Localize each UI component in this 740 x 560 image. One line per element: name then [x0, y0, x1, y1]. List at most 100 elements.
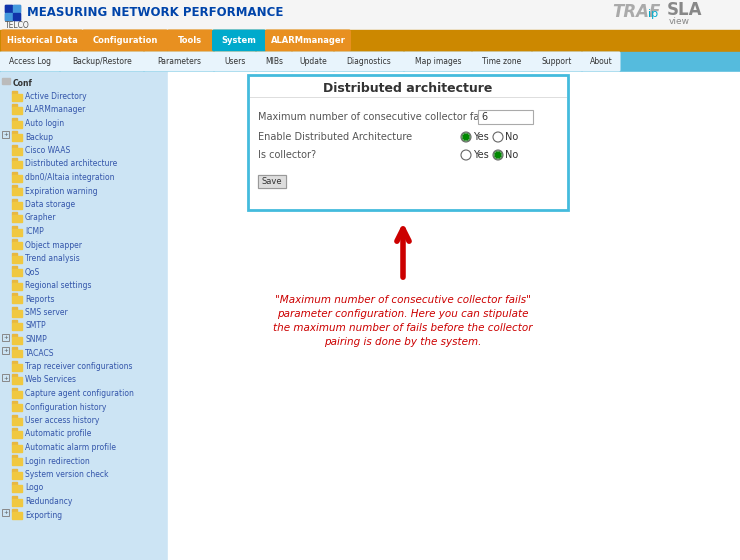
Text: User access history: User access history: [25, 416, 99, 425]
Bar: [12, 253, 17, 255]
Bar: [12, 441, 17, 445]
Bar: [248, 75, 568, 210]
Text: Capture agent configuration: Capture agent configuration: [25, 389, 134, 398]
Bar: [478, 110, 533, 124]
Text: Trend analysis: Trend analysis: [25, 254, 80, 263]
FancyBboxPatch shape: [334, 52, 405, 72]
FancyBboxPatch shape: [255, 52, 292, 72]
Bar: [12, 185, 17, 188]
Bar: [12, 131, 17, 134]
Text: Backup: Backup: [25, 133, 53, 142]
Bar: [168, 72, 740, 560]
Bar: [12, 418, 22, 424]
Text: Yes: Yes: [473, 132, 488, 142]
Text: Login redirection: Login redirection: [25, 456, 90, 465]
Bar: [12, 282, 22, 290]
Text: TACACS: TACACS: [25, 348, 55, 357]
Bar: [12, 279, 17, 282]
Bar: [12, 134, 22, 141]
Text: +: +: [3, 335, 8, 340]
Bar: [5, 5, 12, 12]
Bar: [12, 469, 17, 472]
Text: dbn0/Altaia integration: dbn0/Altaia integration: [25, 173, 115, 182]
Bar: [12, 512, 22, 519]
FancyBboxPatch shape: [144, 52, 215, 72]
Bar: [2, 374, 9, 381]
FancyBboxPatch shape: [582, 52, 621, 72]
FancyBboxPatch shape: [1, 30, 83, 52]
Bar: [12, 147, 22, 155]
Bar: [12, 104, 17, 107]
Text: Tools: Tools: [178, 36, 202, 45]
Text: Expiration warning: Expiration warning: [25, 186, 98, 195]
Text: Maximum number of consecutive collector fails: Maximum number of consecutive collector …: [258, 112, 490, 122]
Text: QoS: QoS: [25, 268, 40, 277]
Bar: [12, 144, 17, 147]
Bar: [5, 13, 12, 20]
Text: Diagnostics: Diagnostics: [346, 57, 391, 66]
Text: Time zone: Time zone: [482, 57, 522, 66]
Bar: [12, 363, 22, 371]
Bar: [12, 485, 22, 492]
Bar: [12, 455, 17, 458]
Text: Redundancy: Redundancy: [25, 497, 73, 506]
Text: Save: Save: [262, 177, 283, 186]
Bar: [13, 5, 20, 12]
Bar: [0, 30, 740, 52]
Bar: [12, 498, 22, 506]
FancyBboxPatch shape: [0, 52, 61, 72]
Text: +: +: [3, 133, 8, 138]
Bar: [12, 107, 22, 114]
Text: Automatic alarm profile: Automatic alarm profile: [25, 443, 116, 452]
Text: Trap receiver configurations: Trap receiver configurations: [25, 362, 132, 371]
Bar: [12, 388, 17, 390]
Text: No: No: [505, 150, 518, 160]
Text: SNMP: SNMP: [25, 335, 47, 344]
Bar: [12, 472, 22, 478]
Text: Enable Distributed Architecture: Enable Distributed Architecture: [258, 132, 412, 142]
Bar: [12, 390, 22, 398]
Text: ICMP: ICMP: [25, 227, 44, 236]
Bar: [12, 445, 22, 451]
FancyBboxPatch shape: [471, 52, 533, 72]
Bar: [12, 320, 17, 323]
Bar: [12, 334, 17, 337]
Bar: [5, 13, 12, 20]
Bar: [2, 347, 9, 354]
Text: Support: Support: [542, 57, 572, 66]
Bar: [0, 72, 168, 560]
Text: view: view: [669, 16, 690, 26]
Bar: [12, 242, 22, 249]
Text: Web Services: Web Services: [25, 376, 76, 385]
Text: Object mapper: Object mapper: [25, 240, 82, 250]
Text: Yes: Yes: [473, 150, 488, 160]
Bar: [12, 239, 17, 242]
Bar: [12, 296, 22, 303]
Bar: [12, 266, 17, 269]
Text: Users: Users: [224, 57, 246, 66]
Text: Update: Update: [299, 57, 327, 66]
Text: SMTP: SMTP: [25, 321, 46, 330]
Bar: [12, 404, 22, 411]
Text: Access Log: Access Log: [9, 57, 51, 66]
Text: Conf: Conf: [13, 78, 33, 87]
Text: ALARMmanager: ALARMmanager: [271, 36, 346, 45]
Bar: [12, 91, 17, 94]
Text: Automatic profile: Automatic profile: [25, 430, 91, 438]
Bar: [12, 226, 17, 228]
Bar: [13, 13, 20, 20]
FancyBboxPatch shape: [292, 52, 334, 72]
Bar: [12, 458, 22, 465]
Bar: [0, 52, 740, 72]
FancyBboxPatch shape: [214, 52, 257, 72]
Text: +: +: [3, 376, 8, 380]
Text: +: +: [3, 348, 8, 353]
Text: Exporting: Exporting: [25, 511, 62, 520]
FancyBboxPatch shape: [59, 52, 144, 72]
Bar: [12, 158, 17, 161]
Circle shape: [463, 134, 469, 140]
Text: About: About: [590, 57, 613, 66]
Text: Configuration: Configuration: [92, 36, 158, 45]
Bar: [12, 496, 17, 498]
Bar: [12, 212, 17, 215]
